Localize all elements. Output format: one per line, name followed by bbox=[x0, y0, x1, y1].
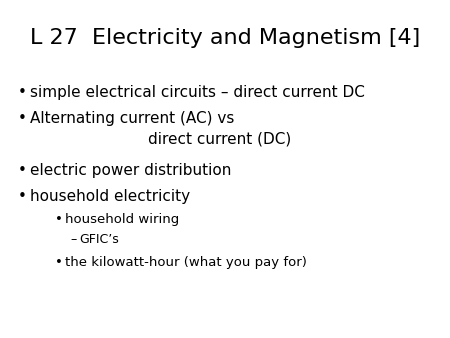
Text: •: • bbox=[55, 256, 63, 269]
Text: simple electrical circuits – direct current DC: simple electrical circuits – direct curr… bbox=[30, 85, 364, 100]
Text: •: • bbox=[18, 85, 27, 100]
Text: Alternating current (AC) vs: Alternating current (AC) vs bbox=[30, 111, 234, 126]
Text: the kilowatt-hour (what you pay for): the kilowatt-hour (what you pay for) bbox=[65, 256, 307, 269]
Text: •: • bbox=[18, 189, 27, 204]
Text: GFIC’s: GFIC’s bbox=[80, 233, 119, 246]
Text: •: • bbox=[55, 213, 63, 226]
Text: household electricity: household electricity bbox=[30, 189, 190, 204]
Text: •: • bbox=[18, 163, 27, 178]
Text: direct current (DC): direct current (DC) bbox=[148, 132, 291, 147]
Text: L 27  Electricity and Magnetism [4]: L 27 Electricity and Magnetism [4] bbox=[30, 28, 420, 48]
Text: •: • bbox=[18, 111, 27, 126]
Text: electric power distribution: electric power distribution bbox=[30, 163, 231, 178]
Text: household wiring: household wiring bbox=[65, 213, 179, 226]
Text: –: – bbox=[70, 233, 76, 246]
